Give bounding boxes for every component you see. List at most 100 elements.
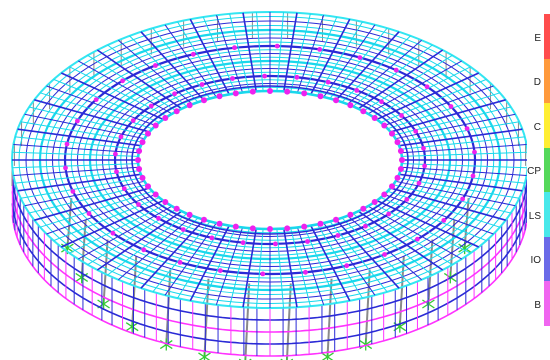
hinge-marker <box>382 252 387 257</box>
radial-member <box>15 136 140 150</box>
radial-member <box>140 219 205 289</box>
hinge-marker <box>249 88 256 95</box>
radial-member <box>310 225 351 302</box>
hinge-marker <box>70 189 76 194</box>
hinge-marker <box>136 166 143 172</box>
radial-member <box>107 44 188 107</box>
radial-member <box>215 15 244 93</box>
hinge-marker <box>301 223 308 230</box>
hinge-marker <box>162 115 169 121</box>
hinge-marker <box>399 157 405 163</box>
support-icon <box>393 320 407 333</box>
hinge-marker <box>371 199 378 205</box>
hinge-marker <box>303 269 308 275</box>
support-icon <box>359 338 373 351</box>
hinge-marker <box>120 78 125 84</box>
radial-member <box>310 18 351 95</box>
hinge-marker <box>232 45 237 51</box>
hinge-marker <box>404 197 410 202</box>
hinge-marker <box>357 55 363 60</box>
hinge-marker <box>397 148 404 154</box>
radial-member <box>39 190 153 228</box>
hinge-marker <box>333 216 339 223</box>
hinge-marker <box>173 205 180 212</box>
radial-member <box>229 228 250 307</box>
radial-member <box>189 18 230 95</box>
radial-member <box>34 187 150 221</box>
hinge-marker <box>305 239 310 244</box>
radial-member <box>400 170 525 184</box>
radial-member <box>46 194 156 235</box>
hinge-marker <box>344 263 350 269</box>
radial-member <box>60 199 164 248</box>
legend-label: LS <box>528 210 541 222</box>
radial-member <box>215 227 244 305</box>
column <box>427 239 434 305</box>
radial-member <box>376 199 480 248</box>
column <box>131 256 138 327</box>
hinge-marker <box>381 191 388 198</box>
radial-member <box>164 24 217 98</box>
stadium-model-view[interactable] <box>0 0 527 360</box>
hinge-marker <box>415 236 420 242</box>
radial-member <box>352 44 433 107</box>
hinge-marker <box>162 199 169 205</box>
radial-member <box>46 85 156 126</box>
hinge-marker <box>209 235 215 241</box>
radial-member <box>60 72 164 121</box>
radial-member <box>96 210 183 271</box>
legend-label: C <box>533 121 541 133</box>
radial-member <box>352 213 433 276</box>
radial-member <box>12 163 139 169</box>
column <box>80 219 87 278</box>
hinge-marker <box>399 113 404 118</box>
hinge-marker <box>448 104 454 109</box>
hinge-marker <box>371 115 378 121</box>
legend-swatch <box>544 14 550 59</box>
radial-member <box>384 194 494 235</box>
hinge-marker <box>173 108 180 115</box>
radial-member <box>283 228 298 308</box>
hinge-marker <box>347 211 354 218</box>
radial-member <box>152 27 211 99</box>
radial-member <box>397 121 520 143</box>
hinge-marker <box>360 108 367 115</box>
radial-member <box>335 219 400 289</box>
radial-member <box>202 16 237 94</box>
legend-swatch <box>544 281 550 326</box>
hinge-marker <box>136 148 143 154</box>
hinge-marker <box>317 93 324 100</box>
column <box>463 198 470 249</box>
radial-member <box>283 12 298 92</box>
hinge-marker <box>441 218 447 223</box>
radial-member <box>20 177 143 199</box>
radial-member <box>78 205 173 260</box>
radial-member <box>372 66 471 118</box>
radial-member <box>255 12 264 92</box>
radial-member <box>323 222 376 296</box>
hinge-marker <box>386 211 392 217</box>
hinge-marker <box>393 67 399 73</box>
hinge-marker <box>294 74 300 80</box>
hinge-marker <box>472 149 477 155</box>
radial-member <box>24 180 145 207</box>
hinge-marker <box>145 183 151 190</box>
support-icon <box>280 357 294 360</box>
radial-member <box>177 224 224 299</box>
radial-member <box>177 21 224 96</box>
hinge-marker <box>460 196 465 202</box>
hinge-marker <box>152 122 159 129</box>
radial-member <box>395 113 516 140</box>
radial-member <box>316 224 363 299</box>
radial-member <box>393 106 511 136</box>
legend-swatch <box>544 103 550 148</box>
radial-member <box>164 222 217 296</box>
hinge-marker <box>139 174 146 181</box>
radial-member <box>367 205 462 260</box>
radial-member <box>13 166 139 176</box>
radial-member <box>12 151 139 157</box>
radial-member <box>329 221 388 293</box>
radial-member <box>347 39 422 105</box>
radial-member <box>87 208 177 266</box>
